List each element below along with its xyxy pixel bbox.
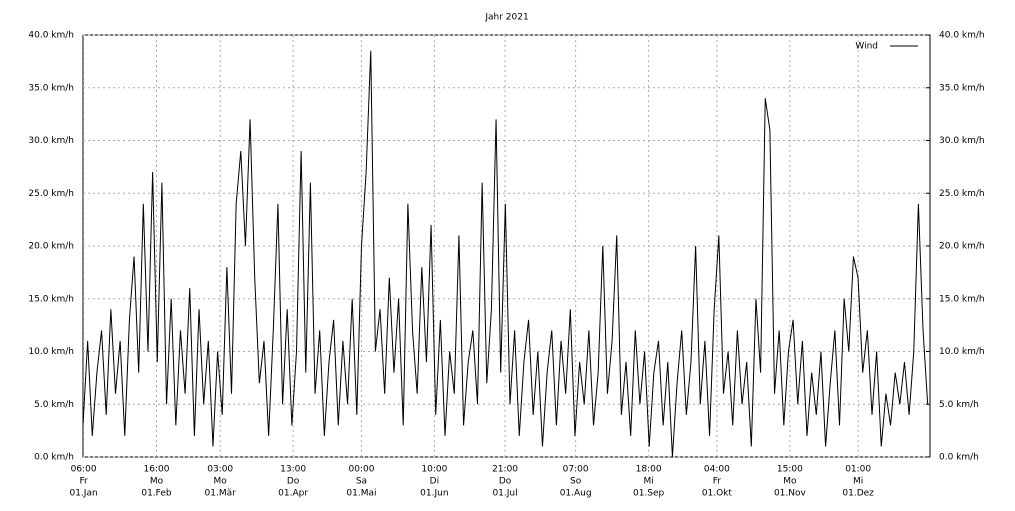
x-tick-label: 00:00 — [348, 465, 374, 475]
x-tick-weekday: So — [570, 477, 582, 487]
y-tick-label: 15.0 km/h — [28, 294, 74, 304]
y-tick-label: 35.0 km/h — [28, 83, 74, 93]
y2-tick-label: 30.0 km/h — [939, 136, 985, 146]
x-tick-weekday: Mo — [214, 477, 228, 487]
x-tick-label: 10:00 — [421, 465, 447, 475]
y-tick-label: 10.0 km/h — [28, 347, 74, 357]
x-tick-label: 01:00 — [845, 465, 871, 475]
x-tick-label: 06:00 — [71, 465, 97, 475]
y-tick-label: 40.0 km/h — [28, 31, 74, 41]
x-tick-weekday: Do — [499, 477, 512, 487]
x-tick-label: 21:00 — [492, 465, 518, 475]
x-tick-date: 01.Apr — [278, 489, 308, 499]
y2-tick-label: 5.0 km/h — [939, 400, 979, 410]
x-tick-weekday: Fr — [713, 477, 722, 487]
x-tick-date: 01.Okt — [702, 489, 733, 499]
legend-label: Wind — [855, 42, 878, 52]
x-tick-label: 04:00 — [704, 465, 730, 475]
x-tick-label: 16:00 — [144, 465, 170, 475]
x-tick-weekday: Fr — [79, 477, 88, 487]
x-tick-weekday: Di — [430, 477, 439, 487]
x-tick-date: 01.Sep — [633, 489, 665, 499]
x-tick-date: 01.Mär — [205, 489, 237, 499]
y-tick-label: 20.0 km/h — [28, 242, 74, 252]
x-tick-weekday: Sa — [356, 477, 367, 487]
y2-tick-label: 35.0 km/h — [939, 83, 985, 93]
x-tick-weekday: Mi — [644, 477, 654, 487]
y2-tick-label: 10.0 km/h — [939, 347, 985, 357]
x-tick-label: 15:00 — [777, 465, 803, 475]
x-tick-date: 01.Mai — [346, 489, 376, 499]
y2-tick-label: 15.0 km/h — [939, 294, 985, 304]
x-tick-label: 07:00 — [563, 465, 589, 475]
data-line — [82, 50, 929, 458]
y-tick-label: 30.0 km/h — [28, 136, 74, 146]
x-tick-weekday: Mi — [853, 477, 863, 487]
x-tick-date: 01.Nov — [774, 489, 807, 499]
x-tick-weekday: Mo — [783, 477, 797, 487]
x-tick-date: 01.Jul — [492, 489, 517, 499]
x-tick-weekday: Mo — [150, 477, 164, 487]
x-tick-label: 18:00 — [636, 465, 662, 475]
x-tick-label: 03:00 — [207, 465, 233, 475]
y2-tick-label: 25.0 km/h — [939, 189, 985, 199]
chart-title: Jahr 2021 — [484, 13, 528, 23]
x-tick-weekday: Do — [287, 477, 300, 487]
y-tick-label: 25.0 km/h — [28, 189, 74, 199]
x-tick-date: 01.Feb — [141, 489, 172, 499]
x-tick-date: 01.Jun — [420, 489, 448, 499]
x-tick-label: 13:00 — [280, 465, 306, 475]
y-tick-label: 0.0 km/h — [34, 453, 74, 463]
y2-tick-label: 40.0 km/h — [939, 31, 985, 41]
y2-tick-label: 0.0 km/h — [939, 453, 979, 463]
x-tick-date: 01.Dez — [842, 489, 874, 499]
y2-tick-label: 20.0 km/h — [939, 242, 985, 252]
x-tick-date: 01.Aug — [560, 489, 592, 499]
y-tick-label: 5.0 km/h — [34, 400, 74, 410]
x-tick-date: 01.Jan — [69, 489, 97, 499]
